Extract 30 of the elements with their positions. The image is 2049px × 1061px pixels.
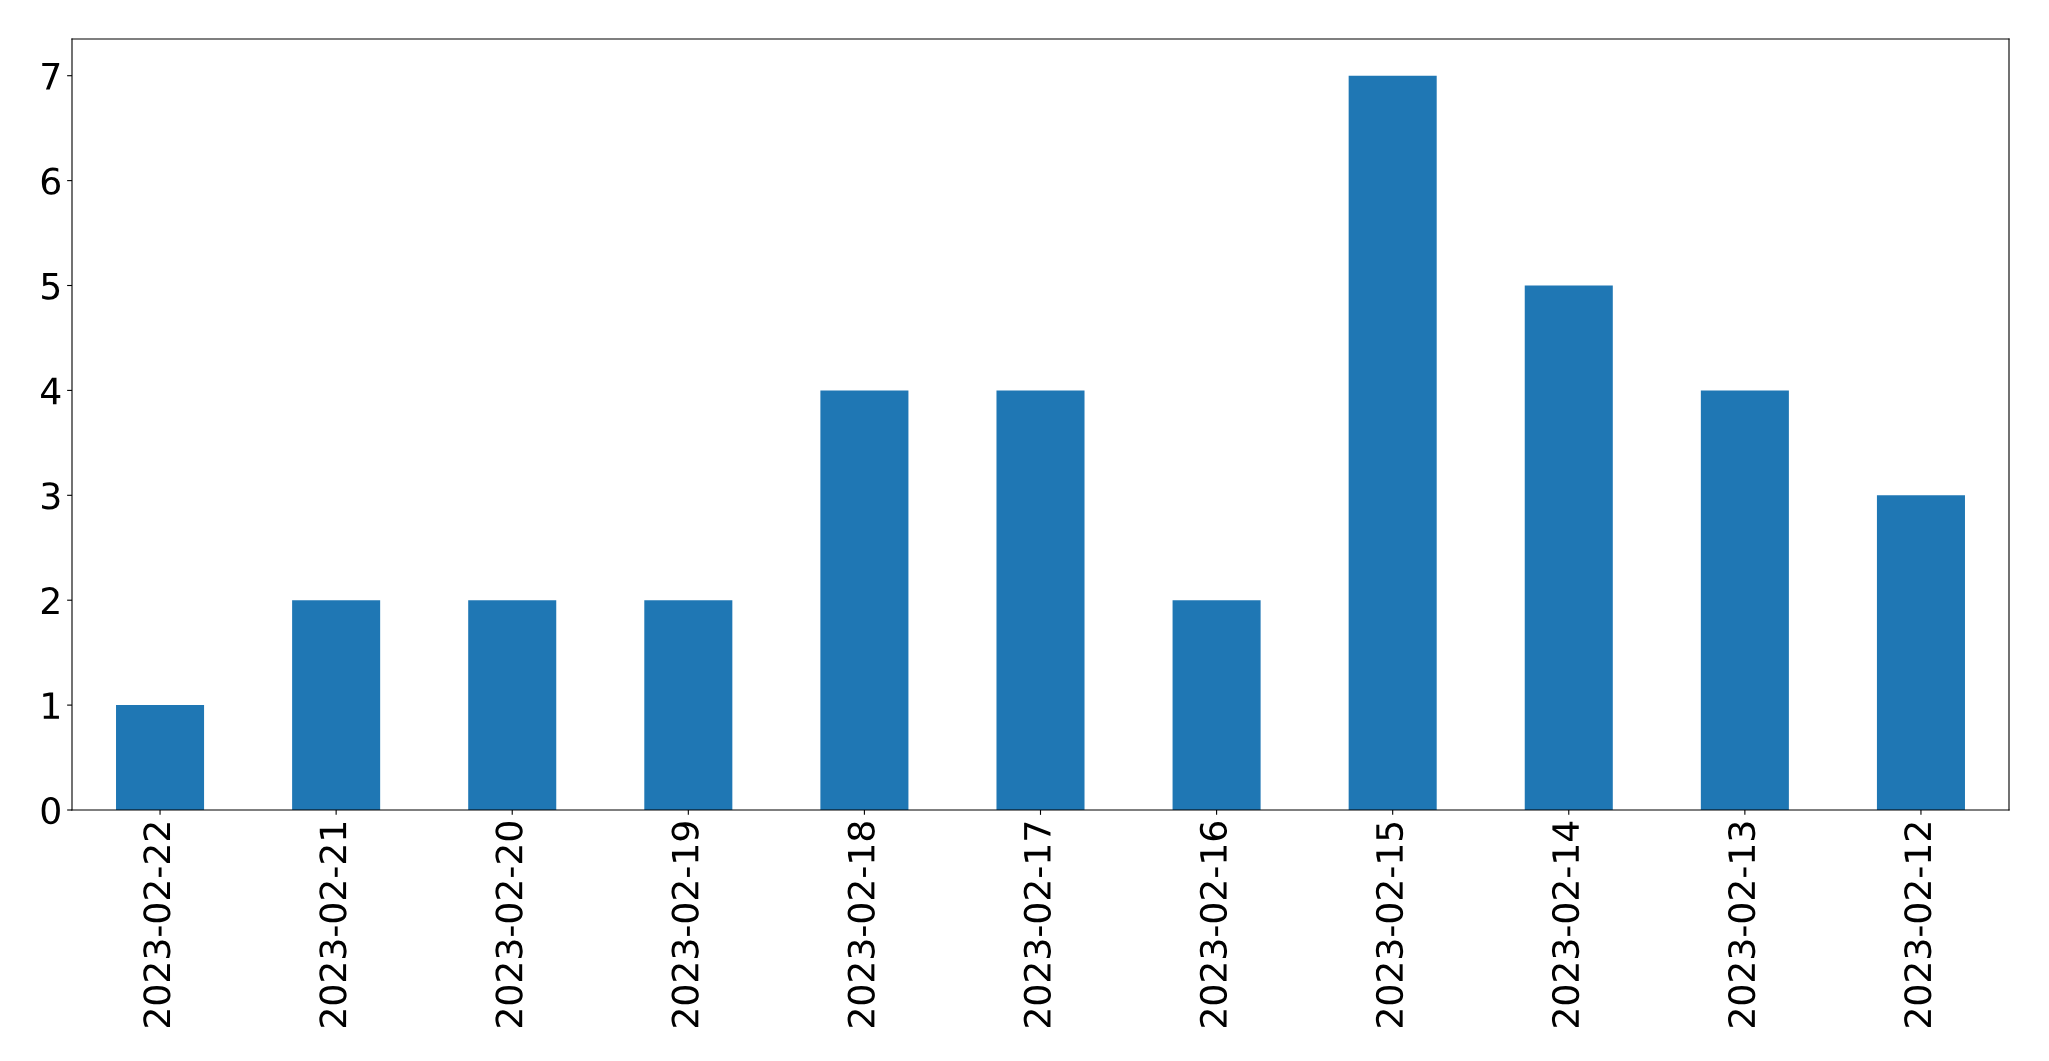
bar bbox=[1876, 495, 1965, 810]
bar bbox=[820, 390, 909, 810]
y-tick-label: 7 bbox=[42, 63, 60, 90]
bar bbox=[996, 390, 1085, 810]
y-tick-label: 0 bbox=[41, 796, 60, 825]
x-tick-label: 2023-02-14 bbox=[1551, 821, 1580, 1027]
x-tick-label: 2023-02-13 bbox=[1728, 822, 1756, 1027]
y-tick-label: 4 bbox=[41, 377, 61, 405]
x-tick-label: 2023-02-19 bbox=[671, 822, 699, 1027]
bar bbox=[1700, 390, 1789, 810]
bar bbox=[116, 705, 205, 810]
bar bbox=[1348, 75, 1437, 810]
x-tick-label: 2023-02-12 bbox=[1904, 823, 1932, 1027]
x-tick-label: 2023-02-16 bbox=[1199, 822, 1228, 1027]
bar bbox=[292, 600, 381, 810]
bar bbox=[468, 600, 557, 810]
bar bbox=[644, 600, 733, 810]
y-tick-label: 2 bbox=[41, 587, 59, 614]
y-tick-label: 5 bbox=[42, 272, 60, 300]
x-tick-label: 2023-02-15 bbox=[1375, 822, 1404, 1027]
x-tick-label: 2023-02-20 bbox=[495, 822, 523, 1027]
y-tick-label: 6 bbox=[41, 167, 60, 195]
y-tick-label: 1 bbox=[43, 692, 59, 719]
x-tick-label: 2023-02-21 bbox=[319, 823, 347, 1027]
x-tick-label: 2023-02-17 bbox=[1023, 822, 1051, 1027]
bar bbox=[1172, 600, 1261, 810]
bar bbox=[1524, 285, 1613, 810]
x-tick-label: 2023-02-22 bbox=[143, 823, 171, 1027]
y-tick-label: 3 bbox=[42, 482, 60, 510]
x-tick-label: 2023-02-18 bbox=[847, 822, 875, 1027]
